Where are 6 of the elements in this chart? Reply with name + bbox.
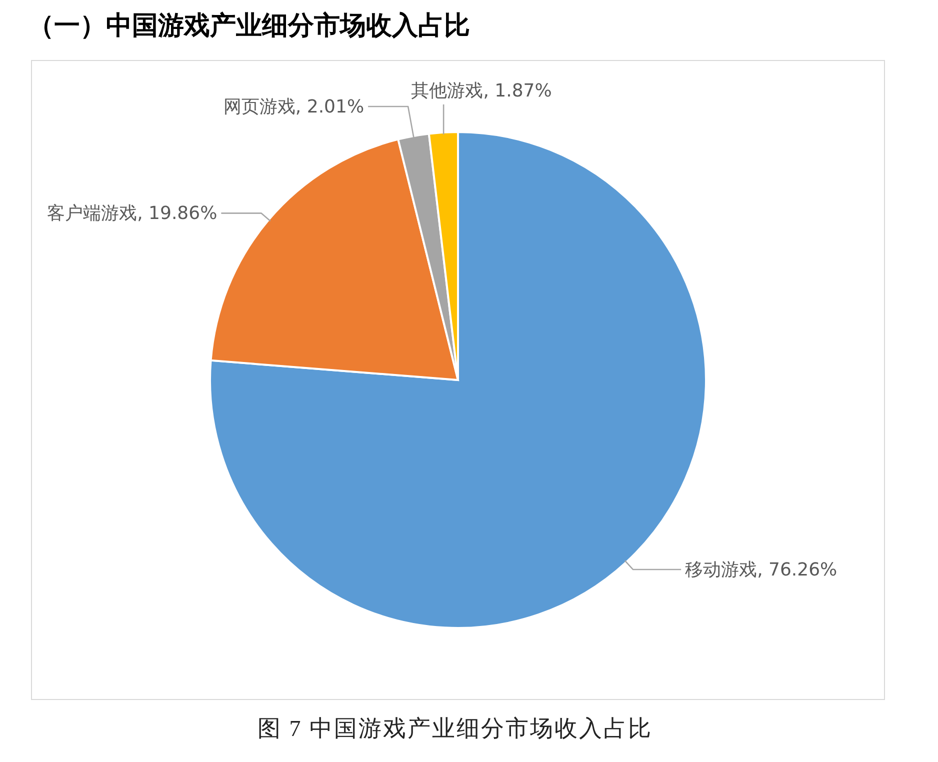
chart-title: （一）中国游戏产业细分市场收入占比 (28, 10, 470, 43)
slice-label: 网页游戏, 2.01% (223, 96, 364, 118)
slice-label: 其他游戏, 1.87% (411, 80, 552, 102)
slice-label: 移动游戏, 76.26% (685, 560, 838, 581)
caption: 图 7 中国游戏产业细分市场收入占比 (258, 715, 652, 743)
slice-label: 客户端游戏, 19.86% (47, 203, 218, 224)
